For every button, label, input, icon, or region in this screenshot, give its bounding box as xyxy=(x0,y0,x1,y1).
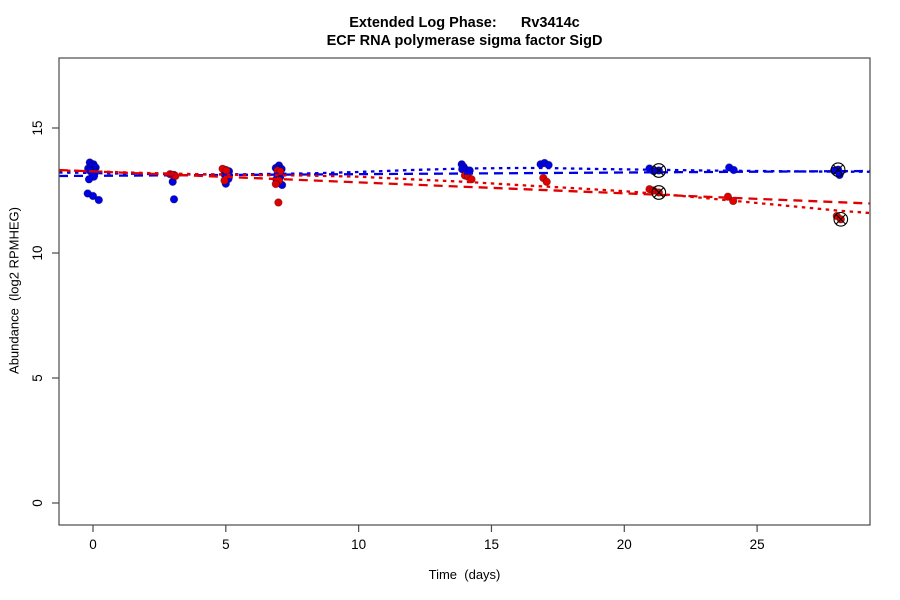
x-axis-tick-label: 25 xyxy=(750,537,765,552)
flagged-point-circle-x-icon xyxy=(832,164,844,175)
data-point-condition-blue xyxy=(169,195,179,204)
plot-title-line1: Extended Log Phase: Rv3414c xyxy=(349,15,580,31)
flagged-point-circle-x-icon xyxy=(653,165,664,176)
flagged-point-circle-x-icon xyxy=(653,187,664,198)
axes-layer: 0 5 10 15 20 25 0 5 10 15 xyxy=(30,57,871,552)
data-point-condition-red xyxy=(542,177,551,186)
x-axis-tick-label: 10 xyxy=(351,537,366,552)
plot-title-line2: ECF RNA polymerase sigma factor SigD xyxy=(326,33,603,49)
trend-line-red-smooth-fit xyxy=(59,169,870,215)
x-axis-tick-label: 0 xyxy=(89,537,97,552)
plot-border xyxy=(58,57,871,526)
y-axis-tick-label: 15 xyxy=(30,120,45,135)
y-axis-tick-label: 10 xyxy=(30,245,45,260)
data-point-condition-red xyxy=(271,179,280,189)
trend-lines-layer xyxy=(59,166,870,215)
y-axis-tick-label: 0 xyxy=(30,499,45,507)
flagged-point-circle-x-icon xyxy=(830,162,846,178)
trend-line-red-linear-fit xyxy=(59,168,870,205)
y-axis-tick-label: 5 xyxy=(30,374,45,382)
x-axis-tick-label: 20 xyxy=(617,537,632,552)
flagged-point-circle-x-icon xyxy=(651,163,667,178)
flagged-markers-layer xyxy=(651,162,849,227)
flagged-point-circle-x-icon xyxy=(833,211,849,227)
flagged-point-circle-x-icon xyxy=(835,214,846,225)
data-point-condition-red xyxy=(222,166,231,175)
x-axis-tick-label: 15 xyxy=(484,537,499,552)
scatter-points-layer xyxy=(83,158,845,224)
data-point-condition-blue xyxy=(94,195,103,205)
x-axis-tick-label: 5 xyxy=(222,537,230,552)
data-point-condition-blue xyxy=(88,191,98,201)
data-point-condition-red xyxy=(274,198,283,207)
x-axis-title: Time (days) xyxy=(428,567,501,582)
flagged-point-circle-x-icon xyxy=(651,185,667,200)
